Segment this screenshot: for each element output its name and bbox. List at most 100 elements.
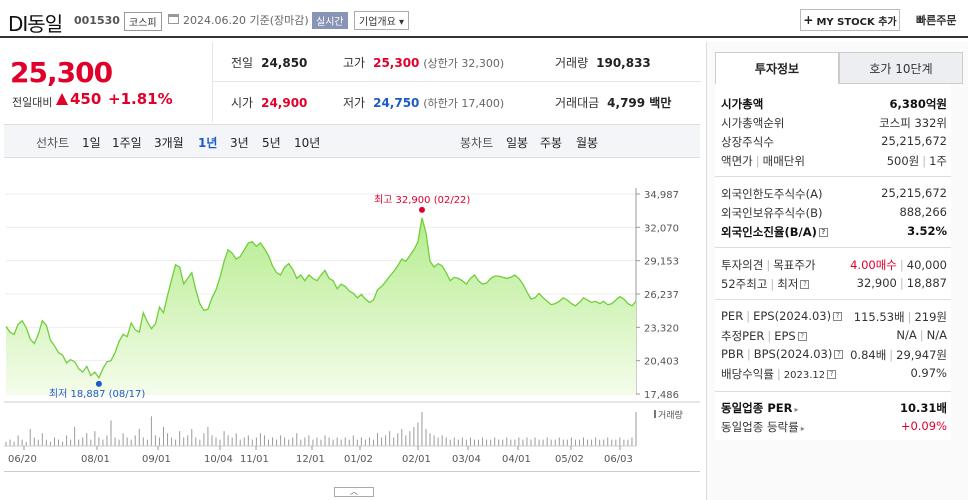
price-stats: 전일 24,850 고가 25,300 (상한가 32,300) 거래량 190,83… xyxy=(212,42,701,122)
x-tick-label: 11/01 xyxy=(240,454,269,465)
help-icon[interactable]: ? xyxy=(797,332,807,341)
company-overview-dropdown[interactable]: 기업개요 ▾ xyxy=(354,11,409,30)
help-icon[interactable]: ? xyxy=(800,280,810,289)
volume-bar xyxy=(368,437,370,446)
tab-daily[interactable]: 일봉 xyxy=(506,136,529,150)
x-tick-label: 04/01 xyxy=(502,454,531,465)
volume-bar xyxy=(409,431,411,446)
dividend-row: 배당수익률 | 2023.12? 0.97% xyxy=(721,366,947,381)
volume-bar xyxy=(344,437,346,446)
help-icon[interactable]: ? xyxy=(827,370,837,379)
volume-bar xyxy=(45,439,47,446)
change-percent: +1.81% xyxy=(108,90,173,108)
volume-bar xyxy=(332,439,334,446)
volume-bar xyxy=(25,441,27,446)
x-tick-label: 03/04 xyxy=(452,454,481,465)
stock-name: DI동일 xyxy=(8,12,63,36)
add-mystock-button[interactable]: + MY STOCK 추가 xyxy=(800,9,900,31)
volume-bar xyxy=(502,439,504,446)
realtime-button[interactable]: 실시간 xyxy=(312,12,348,29)
volume-bar xyxy=(603,439,605,446)
add-mystock-label: MY STOCK 추가 xyxy=(816,16,897,28)
industry-rate-row: 동일업종 등락률 ▸ +0.09% xyxy=(721,419,947,434)
volume-bar xyxy=(146,439,148,446)
market-cap-rank-row: 시가총액순위 코스피 332위 xyxy=(721,116,947,130)
stock-code: 001530 xyxy=(74,14,120,27)
volume-bar xyxy=(578,439,580,446)
help-icon[interactable]: ? xyxy=(834,350,844,359)
volume-bar xyxy=(461,437,463,446)
chevron-right-icon[interactable]: ▸ xyxy=(794,405,799,414)
est-per-row: 추정PER | EPS? N/A | N/A xyxy=(721,328,947,343)
y-tick-label: 23,320 xyxy=(644,323,679,334)
volume-bar xyxy=(41,433,43,446)
volume-bar xyxy=(130,439,132,446)
volume-bar xyxy=(215,437,217,446)
quick-order-link[interactable]: 빠른주문 xyxy=(916,14,957,27)
volume-bar xyxy=(284,437,286,446)
volume-bar xyxy=(425,429,427,446)
investment-info-panel: 투자정보 호가 10단계 시가총액 6,380억원 시가총액순위 코스피 332위 … xyxy=(706,42,968,500)
volume-bar xyxy=(58,439,59,446)
price-area xyxy=(6,217,636,394)
stock-header: DI동일 001530 코스피 2024.06.20 기준(장마감) 실시간 기… xyxy=(0,0,968,38)
volume-bar xyxy=(473,439,475,446)
volume-bar xyxy=(510,439,512,446)
volume-bar xyxy=(62,441,64,446)
volume-bar xyxy=(364,439,366,446)
volume-bar xyxy=(574,439,576,446)
volume-bar xyxy=(336,437,338,446)
volume-bar xyxy=(498,439,500,446)
volume-bar xyxy=(490,439,492,446)
volume-bar xyxy=(607,437,609,446)
market-cap-row: 시가총액 6,380억원 xyxy=(721,97,947,111)
open-price: 시가 24,900 xyxy=(231,96,308,110)
volume-bar xyxy=(381,437,383,446)
volume-bar xyxy=(570,437,572,446)
volume-bar xyxy=(259,433,261,446)
tab-1y[interactable]: 1년 xyxy=(198,136,218,150)
info-box xyxy=(715,84,951,440)
volume-bar xyxy=(405,435,407,446)
per-eps-row: PER | EPS(2024.03)? 115.53배 | 219원 xyxy=(721,309,947,324)
tab-orderbook-10[interactable]: 호가 10단계 xyxy=(839,52,963,84)
volume-bar xyxy=(86,433,88,446)
volume-bar xyxy=(219,439,221,446)
x-tick-label: 02/01 xyxy=(402,454,431,465)
tab-investment-info[interactable]: 투자정보 xyxy=(715,52,839,84)
volume-bar xyxy=(583,437,584,446)
help-icon[interactable]: ? xyxy=(818,228,828,237)
tab-3y[interactable]: 3년 xyxy=(230,136,249,150)
volume-bar xyxy=(243,437,245,446)
x-tick-label: 05/02 xyxy=(555,454,584,465)
divider xyxy=(715,176,951,177)
volume-bar xyxy=(377,433,379,446)
volume-bar xyxy=(631,437,633,446)
tab-3m[interactable]: 3개월 xyxy=(154,136,184,150)
volume-bar xyxy=(106,435,108,446)
y-tick-label: 29,153 xyxy=(644,257,679,268)
volume-bar xyxy=(417,422,419,446)
volume-bar xyxy=(421,412,423,446)
listed-shares-row: 상장주식수 25,215,672 xyxy=(721,134,947,149)
foreign-limit-row: 외국인한도주식수(A) 25,215,672 xyxy=(721,186,947,201)
x-tick-label: 08/01 xyxy=(81,454,110,465)
tab-weekly[interactable]: 주봉 xyxy=(540,136,563,150)
tab-monthly[interactable]: 월봉 xyxy=(576,136,599,150)
chart-collapse-handle[interactable]: ︿ xyxy=(334,487,374,497)
tab-10y[interactable]: 10년 xyxy=(294,136,321,150)
volume-bar xyxy=(187,435,189,446)
volume-bar xyxy=(247,435,249,446)
help-icon[interactable]: ? xyxy=(833,312,843,321)
tab-1w[interactable]: 1주일 xyxy=(112,136,142,150)
chevron-right-icon[interactable]: ▸ xyxy=(800,424,805,433)
tab-5y[interactable]: 5년 xyxy=(262,136,281,150)
volume-bar xyxy=(183,437,185,446)
volume-bar xyxy=(167,433,169,446)
volume-bar xyxy=(538,439,540,446)
volume-bar xyxy=(469,437,471,446)
volume-bar xyxy=(53,437,55,446)
tab-1d[interactable]: 1일 xyxy=(82,136,101,150)
volume-bar xyxy=(316,437,318,446)
volume-bar xyxy=(611,439,613,446)
